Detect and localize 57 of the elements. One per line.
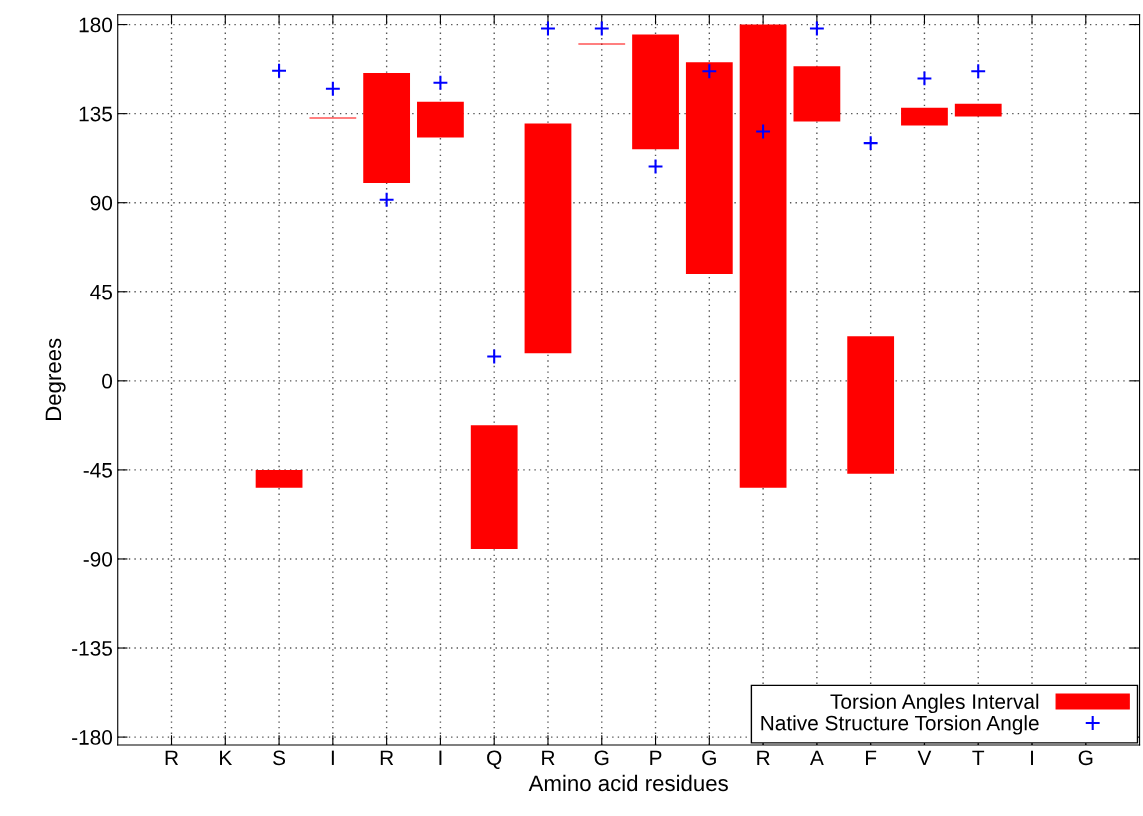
bar <box>739 24 787 488</box>
y-tick-label: 135 <box>79 106 112 122</box>
x-tick-label: R <box>165 750 179 765</box>
y-tick-label: 45 <box>90 284 112 300</box>
y-tick-label: -180 <box>72 730 113 745</box>
x-tick-label: I <box>1031 750 1033 765</box>
point <box>539 20 556 37</box>
bar <box>255 469 303 488</box>
x-tick-label: R <box>380 750 394 765</box>
x-tick-label: I <box>331 750 334 765</box>
y-tick-label: 180 <box>79 17 113 33</box>
bar <box>417 101 464 138</box>
x-tick-label: Q <box>487 750 502 769</box>
point <box>755 123 772 140</box>
point <box>862 135 879 152</box>
point <box>701 63 718 80</box>
y-axis-title: Degrees <box>45 338 66 421</box>
point <box>808 20 825 37</box>
point <box>916 70 933 87</box>
x-tick-label: R <box>542 750 555 765</box>
bar <box>901 107 948 126</box>
x-tick-label: R <box>757 750 770 765</box>
y-tick-label: 0 <box>102 373 113 389</box>
point <box>486 348 503 365</box>
x-tick-label: G <box>702 750 716 766</box>
bar <box>793 66 841 122</box>
point <box>970 63 987 80</box>
x-tick-label: G <box>1078 750 1093 766</box>
x-tick-label: G <box>594 750 609 766</box>
x-tick-label: T <box>972 750 985 765</box>
legend-label: Torsion Angles Interval <box>830 693 1039 714</box>
point <box>271 62 288 79</box>
point <box>593 20 610 37</box>
legend-label: Native Structure Torsion Angle <box>761 715 1039 735</box>
x-tick-label: F <box>866 750 877 765</box>
bar <box>847 336 895 474</box>
bar <box>685 62 733 274</box>
y-tick-label: 90 <box>90 195 113 211</box>
bar <box>632 34 679 150</box>
point <box>378 191 395 208</box>
x-tick-label: P <box>650 750 662 765</box>
y-tick-label: -45 <box>83 463 112 478</box>
x-tick-label: A <box>809 750 824 765</box>
x-tick-label: K <box>220 750 233 765</box>
bar <box>524 123 572 354</box>
bar <box>470 425 518 550</box>
point <box>324 80 341 97</box>
y-tick-label: -135 <box>72 641 112 656</box>
x-tick-label: S <box>273 750 286 766</box>
x-axis-title: Amino acid residues <box>528 774 728 792</box>
x-tick-label: I <box>439 750 442 765</box>
y-tick-label: -90 <box>83 551 113 567</box>
point <box>647 158 664 175</box>
x-tick-label: V <box>917 750 932 765</box>
bar <box>954 103 1002 117</box>
point <box>432 74 449 91</box>
bar <box>363 73 411 183</box>
